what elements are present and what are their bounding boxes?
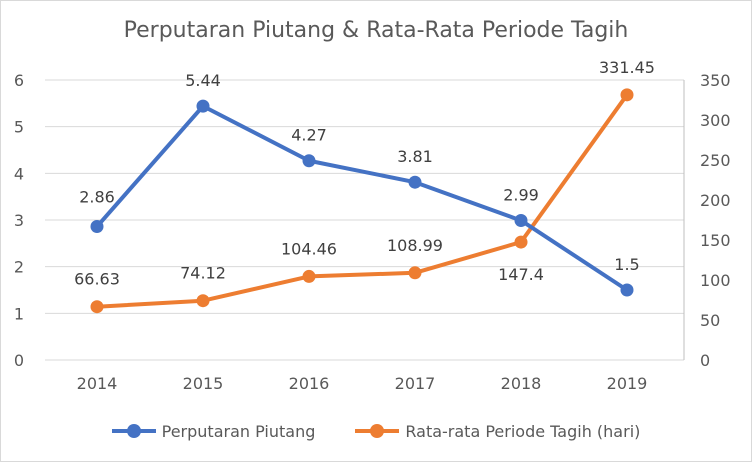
data-label-periode-tagih: 104.46 — [281, 239, 337, 258]
x-tick-label: 2015 — [183, 374, 224, 393]
x-tick-label: 2017 — [395, 374, 436, 393]
y-right-tick-label: 300 — [700, 111, 731, 130]
x-tick-label: 2016 — [289, 374, 330, 393]
data-point-periode-tagih — [196, 294, 210, 308]
y-left-tick-label: 1 — [14, 304, 24, 323]
data-label-periode-tagih: 74.12 — [180, 264, 226, 283]
y-right-tick-label: 50 — [700, 311, 720, 330]
data-point-periode-tagih — [302, 269, 316, 283]
legend-item-perputaran: Perputaran Piutang — [111, 421, 316, 441]
series-line-periode-tagih — [96, 93, 629, 309]
data-label-periode-tagih: 147.4 — [498, 265, 544, 284]
chart-legend: Perputaran Piutang Rata-rata Periode Tag… — [0, 416, 752, 446]
y-left-tick-label: 5 — [14, 118, 24, 137]
y-right-tick-label: 200 — [700, 191, 731, 210]
x-tick-label: 2014 — [77, 374, 118, 393]
y-left-tick-label: 0 — [14, 351, 24, 370]
series-line-perputaran — [95, 104, 629, 292]
data-label-perputaran: 4.27 — [291, 126, 327, 145]
y-left-tick-label: 6 — [14, 71, 24, 90]
y-left-tick-label: 2 — [14, 258, 24, 277]
legend-label-periode-tagih: Rata-rata Periode Tagih (hari) — [405, 421, 641, 441]
data-point-perputaran — [302, 154, 316, 168]
data-point-perputaran — [90, 220, 104, 234]
data-label-perputaran: 1.5 — [614, 255, 639, 274]
data-point-perputaran — [196, 99, 210, 113]
y-right-tick-label: 150 — [700, 231, 731, 250]
data-point-perputaran — [408, 175, 422, 189]
data-label-perputaran: 2.86 — [79, 188, 115, 207]
data-point-periode-tagih — [90, 300, 104, 314]
data-point-perputaran — [620, 283, 634, 297]
chart-title: Perputaran Piutang & Rata-Rata Periode T… — [123, 18, 629, 43]
data-point-periode-tagih — [408, 266, 422, 280]
legend-marker-periode-tagih — [355, 424, 400, 438]
x-tick-label: 2018 — [501, 374, 542, 393]
data-point-perputaran — [514, 213, 528, 227]
data-label-perputaran: 3.81 — [397, 147, 433, 166]
y-right-tick-label: 350 — [700, 71, 731, 90]
legend-item-periode-tagih: Rata-rata Periode Tagih (hari) — [355, 422, 640, 441]
y-left-tick-label: 3 — [14, 211, 24, 230]
data-point-periode-tagih — [620, 88, 634, 102]
data-point-periode-tagih — [514, 235, 528, 249]
x-tick-label: 2019 — [607, 374, 648, 393]
y-right-tick-label: 0 — [700, 351, 710, 370]
legend-marker-perputaran — [111, 424, 156, 438]
y-right-tick-label: 250 — [700, 151, 731, 170]
data-label-periode-tagih: 66.63 — [74, 270, 120, 289]
data-label-periode-tagih: 331.45 — [599, 58, 655, 77]
y-right-tick-label: 100 — [700, 271, 731, 290]
data-label-perputaran: 2.99 — [503, 185, 539, 204]
y-left-tick-label: 4 — [14, 164, 24, 183]
data-label-periode-tagih: 108.99 — [387, 236, 443, 255]
data-label-perputaran: 5.44 — [185, 71, 221, 90]
legend-label-perputaran: Perputaran Piutang — [161, 421, 316, 441]
